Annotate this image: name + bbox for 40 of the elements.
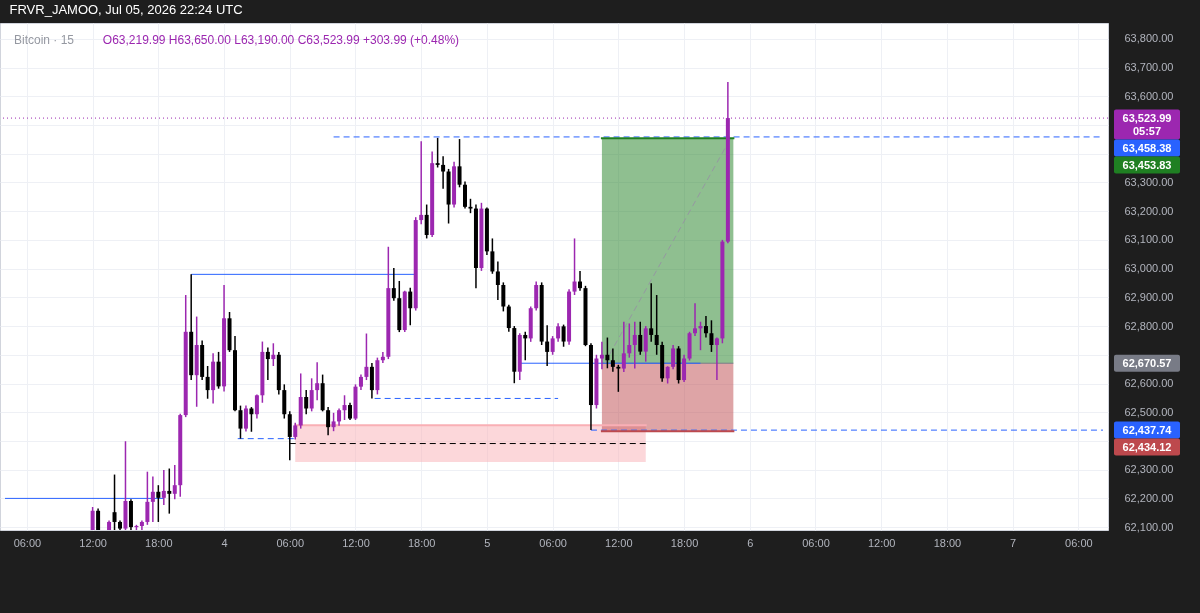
text: 63,453.83 — [1122, 158, 1172, 171]
x-tick-label: 18:00 — [145, 536, 173, 549]
x-tick-label: 6 — [747, 536, 754, 549]
ref-line-label: 63,523.99 05:57 — [1122, 111, 1172, 137]
x-tick-label: 18:00 — [670, 536, 699, 549]
x-tick-label: 06:00 — [1065, 536, 1093, 549]
text: 62,670.57 — [1122, 356, 1172, 369]
x-tick-label: 06:00 — [539, 536, 567, 549]
y-tick-label: 62,200.00 — [1124, 491, 1174, 504]
x-tick-label: 06:00 — [276, 536, 305, 549]
x-tick-label: 12:00 — [867, 536, 896, 549]
series-label: 62,437.74 — [1122, 423, 1173, 436]
y-tick-label: 62,500.00 — [1124, 405, 1174, 418]
x-tick-label: 12:00 — [342, 536, 370, 549]
y-tick-label: 63,600.00 — [1124, 89, 1174, 102]
x-tick-label: 18:00 — [933, 536, 962, 549]
y-tick-label: 62,100.00 — [1124, 520, 1174, 533]
y-tick-label: 62,800.00 — [1124, 319, 1174, 332]
y-tick-label: 62,900.00 — [1124, 290, 1174, 303]
text: Bitcoin · 15 — [14, 33, 75, 47]
x-tick-label: 7 — [1010, 536, 1017, 549]
chart-title: FRVR_JAMOO, Jul 05, 2026 22:24 UTC — [9, 2, 243, 17]
y-tick-label: 63,300.00 — [1124, 175, 1174, 188]
y-tick-label: 62,300.00 — [1124, 463, 1174, 476]
x-tick-label: 4 — [221, 536, 228, 549]
x-tick-label: 12:00 — [79, 536, 107, 549]
y-tick-label: 63,800.00 — [1124, 32, 1174, 45]
y-tick-label: 63,000.00 — [1124, 262, 1174, 275]
y-tick-label: 62,600.00 — [1124, 377, 1174, 389]
text: 62,434.12 — [1122, 440, 1172, 453]
x-tick-label: 06:00 — [802, 536, 830, 549]
y-tick-label: 63,200.00 — [1124, 204, 1174, 217]
x-tick-label: 06:00 — [13, 536, 42, 549]
y-tick-label: 63,100.00 — [1124, 233, 1174, 246]
x-tick-label: 5 — [484, 536, 491, 549]
y-tick-label: 63,700.00 — [1124, 61, 1174, 74]
x-tick-label: 12:00 — [605, 536, 633, 549]
x-tick-label: 18:00 — [407, 536, 436, 549]
series-label: 63,458.38 — [1122, 141, 1172, 154]
annotation: O63,219.99 H63,650.00 L63,190.00 C63,523.99 +303.99 (+0.48%) — [102, 33, 460, 47]
